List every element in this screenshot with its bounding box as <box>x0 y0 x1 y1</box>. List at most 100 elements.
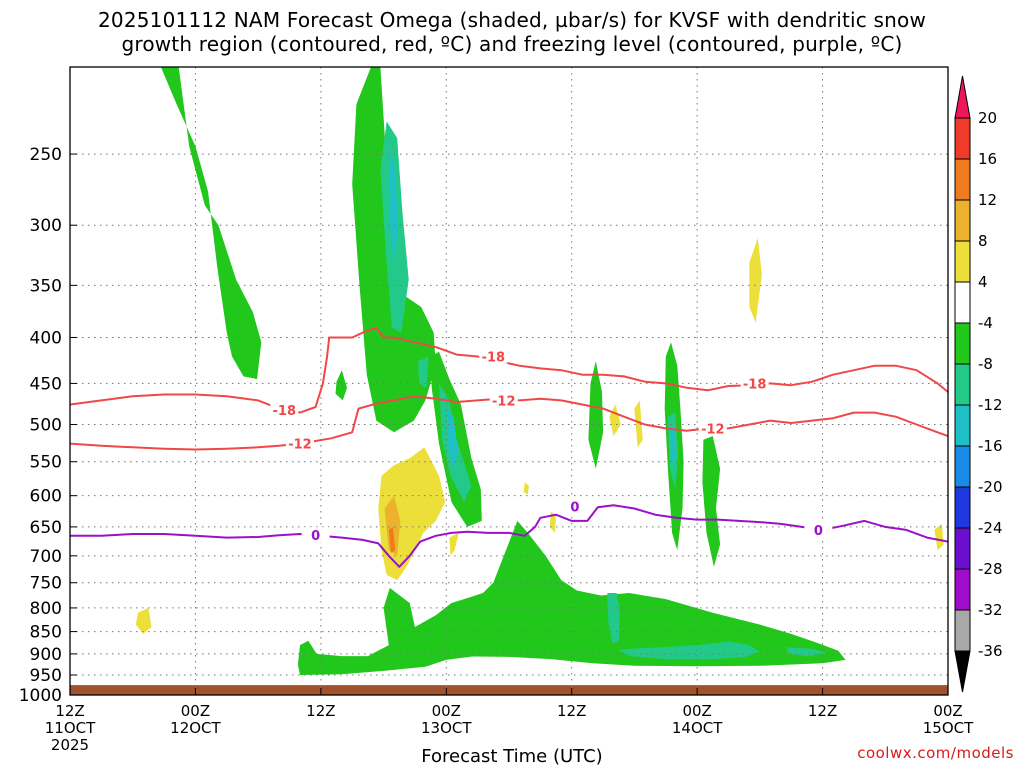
colorbar-label-12: -32 <box>978 601 1003 619</box>
contour-label-bg-1-1 <box>489 392 518 408</box>
x-tick-label-2-0: 12Z <box>306 702 335 720</box>
omega-area-21 <box>549 511 556 533</box>
omega-area-27 <box>384 495 401 556</box>
omega-area-12 <box>618 641 760 660</box>
grid-lines <box>70 67 948 695</box>
contour-label-1-2: -12 <box>701 422 725 437</box>
omega-area-7 <box>702 436 721 567</box>
contour-label-2-0: 0 <box>311 529 320 544</box>
colorbar-label-3: 8 <box>978 232 988 250</box>
omega-area-23 <box>634 400 643 448</box>
contour-label-0-0: -18 <box>482 351 506 366</box>
contour-label-1-0: -12 <box>288 438 312 453</box>
colorbar-label-7: -12 <box>978 396 1003 414</box>
omega-area-16 <box>446 408 458 469</box>
x-tick-label-0-1: 11OCT <box>45 719 96 737</box>
x-tick-label-4-0: 12Z <box>557 702 586 720</box>
y-tick-label-6: 550 <box>30 453 62 473</box>
x-tick-label-7-1: 15OCT <box>923 719 974 737</box>
x-tick-label-0-0: 12Z <box>55 702 84 720</box>
omega-area-24 <box>749 238 762 323</box>
colorbar-label-13: -36 <box>978 642 1003 660</box>
contour-label-0-1: -18 <box>273 404 297 419</box>
x-tick-label-7-0: 00Z <box>933 702 962 720</box>
y-tick-label-5: 500 <box>30 416 62 436</box>
x-axis-label: Forecast Time (UTC) <box>421 746 603 767</box>
y-tick-label-0: 250 <box>30 145 62 165</box>
colorbar-cap-bottom <box>954 650 971 693</box>
x-tick-label-1-0: 00Z <box>181 702 210 720</box>
omega-area-3 <box>335 370 347 401</box>
x-tick-label-5-1: 14OCT <box>672 719 723 737</box>
colorbar-swatch-1 <box>954 158 971 201</box>
y-tick-label-8: 650 <box>30 518 62 538</box>
watermark: coolwx.com/models <box>857 744 1014 762</box>
colorbar-label-9: -20 <box>978 478 1003 496</box>
omega-area-26 <box>934 523 944 551</box>
contour-label-2-2: 0 <box>814 524 823 539</box>
contour-label-0-2: -18 <box>743 377 767 392</box>
y-tick-label-1: 300 <box>30 216 62 236</box>
x-tick-label-5-0: 00Z <box>682 702 711 720</box>
x-tick-label-0-2: 2025 <box>51 736 89 754</box>
y-tick-label-4: 450 <box>30 374 62 394</box>
colorbar-swatch-2 <box>954 199 971 242</box>
colorbar-swatch-3 <box>954 240 971 283</box>
omega-area-15 <box>388 146 399 263</box>
omega-area-4 <box>297 520 846 675</box>
y-tick-label-7: 600 <box>30 487 62 507</box>
y-tick-label-2: 350 <box>30 276 62 296</box>
chart-title-line-2: growth region (contoured, red, ºC) and f… <box>121 32 903 56</box>
surface-terrain-band <box>70 685 948 695</box>
colorbar-cap-top <box>954 75 971 119</box>
colorbar-swatch-11 <box>954 568 971 611</box>
contour-label-bg-0-0 <box>479 348 508 364</box>
colorbar-swatch-0 <box>954 117 971 160</box>
colorbar-swatch-10 <box>954 527 971 570</box>
colorbar-label-2: 12 <box>978 191 997 209</box>
y-tick-label-13: 900 <box>30 645 62 665</box>
omega-area-19 <box>449 532 459 556</box>
y-tick-label-11: 800 <box>30 599 62 619</box>
colorbar-swatch-8 <box>954 445 971 488</box>
colorbar-swatch-5 <box>954 322 971 365</box>
contour-label-bg-1-2 <box>698 420 727 436</box>
y-tick-label-3: 400 <box>30 328 62 348</box>
y-tick-label-15: 1000 <box>19 686 62 706</box>
colorbar-label-10: -24 <box>978 519 1003 537</box>
colorbar-label-1: 16 <box>978 150 997 168</box>
contour-label-bg-0-2 <box>740 375 769 391</box>
colorbar-swatch-6 <box>954 363 971 406</box>
y-tick-label-10: 750 <box>30 574 62 594</box>
omega-area-28 <box>388 526 396 553</box>
colorbar-swatch-7 <box>954 404 971 447</box>
chart-title-line-1: 2025101112 NAM Forecast Omega (shaded, µ… <box>97 8 927 32</box>
colorbar-swatch-9 <box>954 486 971 529</box>
x-tick-label-1-1: 12OCT <box>170 719 221 737</box>
colorbar-label-0: 20 <box>978 109 997 127</box>
colorbar-label-4: 4 <box>978 273 988 291</box>
omega-area-5 <box>588 361 604 469</box>
x-tick-label-3-1: 13OCT <box>421 719 472 737</box>
y-axis: 2503003504004505005506006507007508008509… <box>19 145 77 706</box>
colorbar-swatch-4 <box>954 281 971 324</box>
omega-area-20 <box>523 482 529 495</box>
y-tick-label-14: 950 <box>30 666 62 686</box>
colorbar: 20 16 12 8 4 -4 -8 -12 -16 -20 -24 -28 -32 -36 <box>954 75 1003 693</box>
omega-area-25 <box>135 607 152 634</box>
contour-label-1-1: -12 <box>492 394 516 409</box>
colorbar-label-5: -4 <box>978 314 993 332</box>
colorbar-swatch-12 <box>954 609 971 652</box>
colorbar-label-6: -8 <box>978 355 993 373</box>
contour-label-bg-1-0 <box>285 435 314 451</box>
contour-line-1 <box>70 395 948 451</box>
omega-area-0 <box>160 67 262 380</box>
colorbar-label-11: -28 <box>978 560 1003 578</box>
x-tick-label-3-0: 00Z <box>432 702 461 720</box>
omega-area-1 <box>352 67 436 433</box>
omega-area-10 <box>418 356 429 388</box>
contour-label-bg-2-0 <box>301 527 330 543</box>
contour-label-2-1: 0 <box>570 501 579 516</box>
omega-shaded-areas <box>135 67 944 675</box>
